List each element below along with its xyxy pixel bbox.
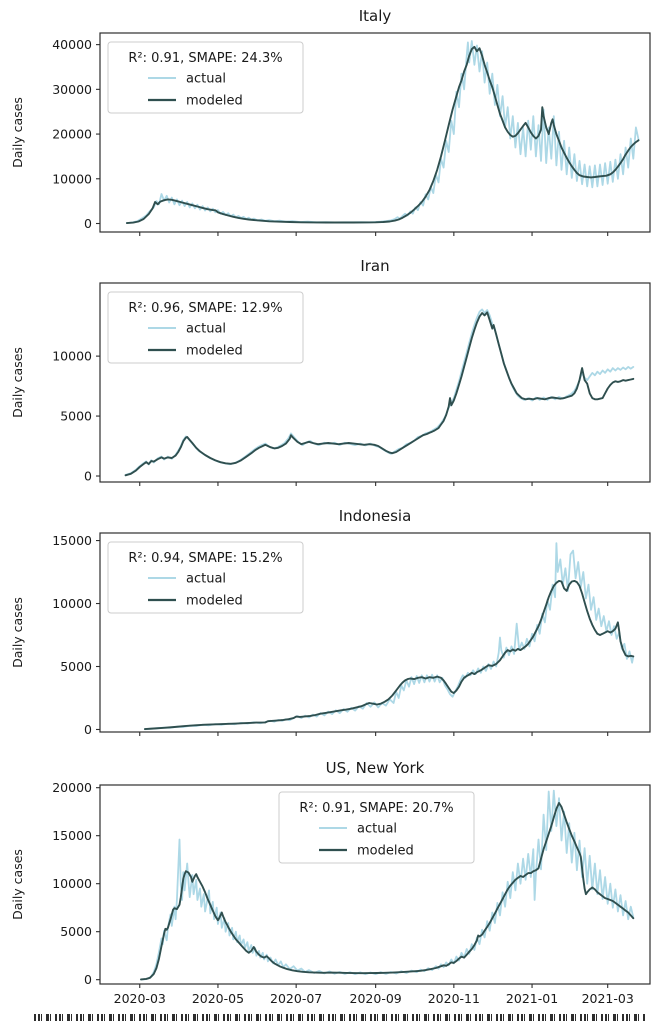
y-tick-label: 40000 (52, 37, 92, 52)
legend: R²: 0.96, SMAPE: 12.9% actual modeled (107, 291, 304, 364)
legend-label-modeled: modeled (186, 94, 243, 109)
y-tick-label: 0 (84, 972, 92, 987)
legend: R²: 0.94, SMAPE: 15.2% actual modeled (107, 541, 304, 614)
modeled-line (125, 45, 640, 225)
series-group (143, 542, 635, 731)
chart-svg-us-new-york: US, New York Daily cases 0 5000 10000 15000 20… (10, 759, 651, 1006)
axes-spines (99, 282, 651, 483)
chart-svg-iran: Iran Daily cases 0 5000 10000 R²: 0.96, SMAPE… (10, 257, 651, 486)
chart-panel-us-new-york: US, New York Daily cases 0 5000 10000 15000 20… (0, 750, 663, 1021)
legend-label-actual: actual (186, 72, 226, 87)
chart-panel-italy: Italy Daily cases 0 10000 20000 30000 40000 R²:… (0, 0, 663, 250)
chart-title: Iran (360, 257, 389, 275)
chart-svg-indonesia: Indonesia Daily cases 0 5000 10000 15000 R²: 0… (10, 507, 651, 737)
x-tick-label: 2020-11 (428, 991, 480, 1006)
legend-stats-title: R²: 0.96, SMAPE: 12.9% (128, 301, 282, 316)
y-tick-label: 30000 (52, 82, 92, 97)
series-group (125, 40, 640, 225)
chart-panel-iran: Iran Daily cases 0 5000 10000 R²: 0.96, SMAPE… (0, 250, 663, 500)
chart-title: US, New York (326, 759, 425, 777)
modeled-line (143, 579, 635, 731)
axes-spines (99, 784, 651, 985)
legend-frame (107, 41, 304, 114)
legend-label-actual: actual (357, 822, 397, 837)
legend: R²: 0.91, SMAPE: 20.7% actual modeled (278, 791, 475, 864)
y-tick-label: 20000 (52, 127, 92, 142)
actual-line (126, 40, 640, 224)
y-axis-label: Daily cases (10, 849, 25, 920)
y-tick-label: 15000 (52, 533, 92, 548)
chart-title: Italy (359, 7, 392, 25)
y-axis-label: Daily cases (10, 97, 25, 168)
modeled-line (140, 802, 635, 981)
y-axis-label: Daily cases (10, 597, 25, 668)
y-tick-label: 0 (84, 469, 92, 484)
legend-stats-title: R²: 0.94, SMAPE: 15.2% (128, 551, 282, 566)
y-tick-label: 10000 (52, 349, 92, 364)
legend-label-modeled: modeled (357, 844, 414, 859)
y-tick-label: 15000 (52, 828, 92, 843)
x-tick-label: 2020-09 (350, 991, 402, 1006)
legend: R²: 0.91, SMAPE: 24.3% actual modeled (107, 41, 304, 114)
legend-label-actual: actual (186, 322, 226, 337)
legend-stats-title: R²: 0.91, SMAPE: 20.7% (299, 801, 453, 816)
y-tick-label: 5000 (60, 659, 92, 674)
y-tick-label: 5000 (60, 409, 92, 424)
x-tick-label: 2020-05 (192, 991, 244, 1006)
legend-stats-title: R²: 0.91, SMAPE: 24.3% (128, 51, 282, 66)
y-tick-label: 0 (84, 722, 92, 737)
x-tick-label: 2020-07 (270, 991, 322, 1006)
x-tick-label: 2021-01 (506, 991, 558, 1006)
y-tick-label: 10000 (52, 171, 92, 186)
legend-frame (107, 291, 304, 364)
legend-label-modeled: modeled (186, 344, 243, 359)
series-group (124, 308, 635, 477)
y-tick-label: 5000 (60, 924, 92, 939)
legend-frame (278, 791, 475, 864)
modeled-line (124, 311, 635, 477)
y-tick-label: 10000 (52, 596, 92, 611)
y-tick-label: 10000 (52, 876, 92, 891)
y-axis-label: Daily cases (10, 347, 25, 418)
legend-frame (107, 541, 304, 614)
legend-label-actual: actual (186, 572, 226, 587)
legend-label-modeled: modeled (186, 594, 243, 609)
y-tick-label: 0 (84, 216, 92, 231)
x-tick-label: 2021-03 (582, 991, 634, 1006)
axes-spines (99, 32, 651, 233)
chart-panel-indonesia: Indonesia Daily cases 0 5000 10000 15000 R²: 0… (0, 500, 663, 750)
axes-spines (99, 532, 651, 733)
y-tick-label: 20000 (52, 780, 92, 795)
chart-title: Indonesia (339, 507, 412, 525)
x-tick-label: 2020-03 (114, 991, 166, 1006)
series-group (140, 789, 635, 981)
clipped-caption-strip (34, 1014, 646, 1021)
chart-svg-italy: Italy Daily cases 0 10000 20000 30000 40000 R²:… (10, 7, 651, 236)
